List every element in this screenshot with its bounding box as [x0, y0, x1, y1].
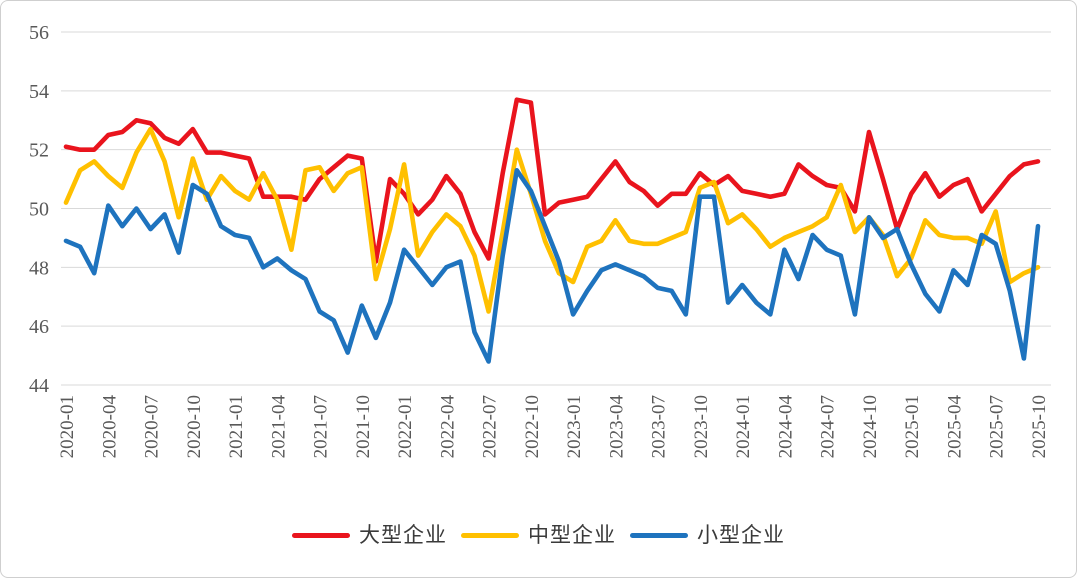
y-tick-label-48: 48 [29, 257, 49, 279]
x-tick-label-2024-07: 2024-07 [818, 395, 839, 458]
x-tick-label-2020-10: 2020-10 [184, 395, 205, 458]
y-tick-label-52: 52 [29, 140, 49, 162]
y-tick-label-54: 54 [29, 81, 49, 103]
series-line-2 [63, 168, 1041, 364]
series-line-0 [63, 97, 1041, 264]
legend-swatch-small [630, 533, 688, 538]
legend-item-medium: 中型企业 [461, 525, 616, 546]
x-tick-label-2024-10: 2024-10 [860, 395, 881, 458]
x-tick-label-2024-04: 2024-04 [775, 395, 796, 459]
legend-item-large: 大型企业 [292, 525, 447, 546]
x-tick-label-2022-07: 2022-07 [480, 395, 501, 458]
legend-swatch-large [292, 533, 350, 538]
y-tick-label-44: 44 [29, 375, 49, 397]
x-tick-label-2023-10: 2023-10 [691, 395, 712, 458]
legend-item-small: 小型企业 [630, 525, 785, 546]
y-tick-label-56: 56 [29, 22, 49, 44]
x-tick-label-2025-07: 2025-07 [987, 395, 1008, 458]
x-tick-label-2023-04: 2023-04 [606, 395, 627, 459]
chart-legend: 大型企业 中型企业 小型企业 [1, 525, 1076, 546]
x-tick-label-2021-10: 2021-10 [353, 395, 374, 458]
x-tick-label-2025-01: 2025-01 [902, 395, 923, 458]
x-tick-label-2022-10: 2022-10 [522, 395, 543, 458]
x-tick-label-2023-01: 2023-01 [564, 395, 585, 458]
x-tick-label-2023-07: 2023-07 [649, 395, 670, 458]
x-tick-label-2021-04: 2021-04 [268, 395, 289, 459]
y-tick-label-50: 50 [29, 199, 49, 221]
x-tick-label-2020-07: 2020-07 [142, 395, 163, 458]
y-tick-label-46: 46 [29, 316, 49, 338]
x-tick-label-2020-01: 2020-01 [57, 395, 78, 458]
legend-swatch-medium [461, 533, 519, 538]
x-tick-label-2022-01: 2022-01 [395, 395, 416, 458]
series-line-1 [63, 126, 1041, 314]
x-tick-label-2021-01: 2021-01 [226, 395, 247, 458]
x-tick-label-2025-10: 2025-10 [1029, 395, 1050, 458]
x-tick-label-2024-01: 2024-01 [733, 395, 754, 458]
x-tick-label-2025-04: 2025-04 [944, 395, 965, 459]
legend-label-medium: 中型企业 [528, 523, 616, 547]
x-tick-label-2022-04: 2022-04 [437, 395, 458, 459]
legend-label-small: 小型企业 [697, 523, 785, 547]
legend-label-large: 大型企业 [359, 523, 447, 547]
x-tick-label-2020-04: 2020-04 [99, 395, 120, 459]
x-tick-label-2021-07: 2021-07 [311, 395, 332, 458]
